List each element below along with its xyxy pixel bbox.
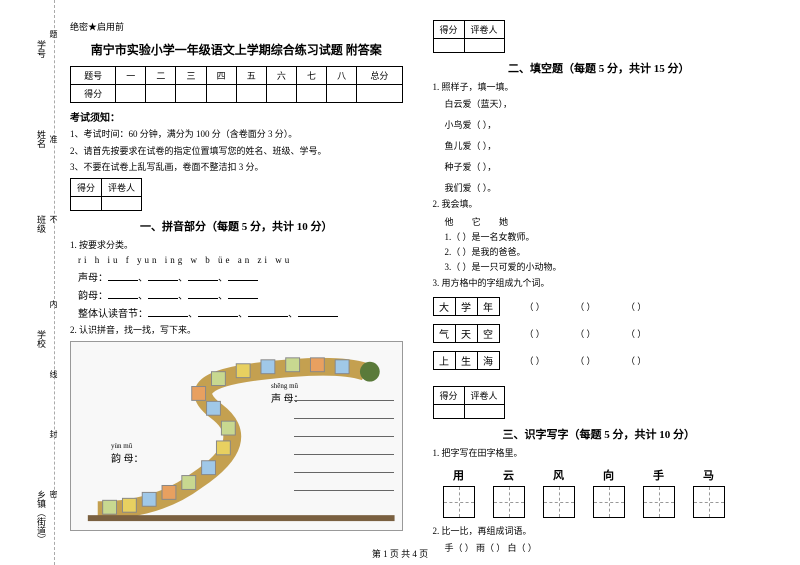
s2-q1: 1. 照样子，填一填。 <box>433 80 766 94</box>
s2-q1-i3: 种子爱（ ）， <box>445 160 766 173</box>
side-label-banji: 班级 <box>35 215 48 233</box>
s1-q1: 1. 按要求分类。 <box>70 238 403 252</box>
secret-label: 绝密★启用前 <box>70 20 403 33</box>
tianzi-6: 马 <box>693 467 725 518</box>
right-column: 得分评卷人 二、填空题（每题 5 分，共计 15 分） 1. 照样子，填一填。 … <box>418 20 776 555</box>
s2-q1-ex: 白云爱（蓝天）， <box>445 97 766 110</box>
char-grid-row-2: 气天空 （ ）（ ）（ ） <box>433 320 766 347</box>
side-label-xingming: 姓名 <box>35 130 48 148</box>
tianzi-1: 用 <box>443 467 475 518</box>
side-label-xuehao: 学号 <box>35 40 48 58</box>
side-label-xiangzhen: 乡镇（街道） <box>35 490 48 544</box>
notice-2: 2、请首先按要求在试卷的指定位置填写您的姓名、班级、学号。 <box>70 145 403 159</box>
score-summary-table: 题号 一 二 三 四 五 六 七 八 总分 得分 <box>70 66 403 103</box>
page-content: 绝密★启用前 南宁市实验小学一年级语文上学期综合练习试题 附答案 题号 一 二 … <box>0 0 800 565</box>
s3-q2: 2. 比一比，再组成词语。 <box>433 524 766 538</box>
page-footer: 第 1 页 共 4 页 <box>0 547 800 560</box>
s2-q1-i2: 鱼儿爱（ ）， <box>445 139 766 152</box>
notice-1: 1、考试时间：60 分钟，满分为 100 分（含卷面分 3 分）。 <box>70 128 403 142</box>
tianzi-3: 风 <box>543 467 575 518</box>
section2-scorebox: 得分评卷人 <box>433 20 505 53</box>
side-binding-area: 学号 姓名 班级 学校 乡镇（街道） 题 准 不 内 线 封 密 <box>10 0 55 565</box>
s2-q2-i2: 2.（ ）是我的爸爸。 <box>445 245 766 258</box>
s1-yunmu: 韵母：、、、 <box>78 287 403 302</box>
tianzi-row: 用 云 风 向 手 马 <box>443 467 766 518</box>
s2-q2-i3: 3.（ ）是一只可爱的小动物。 <box>445 260 766 273</box>
s1-pinyin-list: ri h iu f yun ing w b üe an zi wu <box>78 255 403 265</box>
s2-q2-i1: 1.（ ）是一名女教师。 <box>445 230 766 243</box>
exam-title: 南宁市实验小学一年级语文上学期综合练习试题 附答案 <box>70 41 403 58</box>
s3-q1: 1. 把字写在田字格里。 <box>433 446 766 460</box>
char-grid-row-1: 大学年 （ ）（ ）（ ） <box>433 293 766 320</box>
img-yunmu-label: yùn mǔ 韵 母： <box>111 442 144 465</box>
section1-title: 一、拼音部分（每题 5 分，共计 10 分） <box>70 218 403 234</box>
char-grid: 大学年 <box>433 297 500 316</box>
notice-3: 3、不要在试卷上乱写乱画，卷面不整洁扣 3 分。 <box>70 161 403 175</box>
tianzi-2: 云 <box>493 467 525 518</box>
s1-shengmu: 声母：、、、 <box>78 269 403 284</box>
s2-q3: 3. 用方格中的字组成九个词。 <box>433 276 766 290</box>
s2-q2: 2. 我会填。 <box>433 197 766 211</box>
char-grid-row-3: 上生海 （ ）（ ）（ ） <box>433 347 766 374</box>
write-lines <box>294 387 394 495</box>
s2-q2-head: 他 它 她 <box>445 215 766 228</box>
section1-scorebox: 得分评卷人 <box>70 178 142 211</box>
tianzi-5: 手 <box>643 467 675 518</box>
left-column: 绝密★启用前 南宁市实验小学一年级语文上学期综合练习试题 附答案 题号 一 二 … <box>60 20 418 555</box>
score-value-row: 得分 <box>71 85 403 103</box>
s1-q2: 2. 认识拼音，找一找，写下来。 <box>70 323 403 337</box>
side-label-xuexiao: 学校 <box>35 330 48 348</box>
s2-q1-i1: 小鸟爱（ ）， <box>445 118 766 131</box>
section3-scorebox: 得分评卷人 <box>433 386 505 419</box>
tianzi-4: 向 <box>593 467 625 518</box>
section2-title: 二、填空题（每题 5 分，共计 15 分） <box>433 60 766 76</box>
s2-q1-i4: 我们爱（ ）。 <box>445 181 766 194</box>
section3-title: 三、识字写字（每题 5 分，共计 10 分） <box>433 426 766 442</box>
score-header-row: 题号 一 二 三 四 五 六 七 八 总分 <box>71 67 403 85</box>
notice-title: 考试须知： <box>70 109 403 124</box>
pinyin-snake-image: shēng mǔ 声 母： yùn mǔ 韵 母： <box>70 341 403 531</box>
s1-zhengti: 整体认读音节：、、、 <box>78 305 403 320</box>
